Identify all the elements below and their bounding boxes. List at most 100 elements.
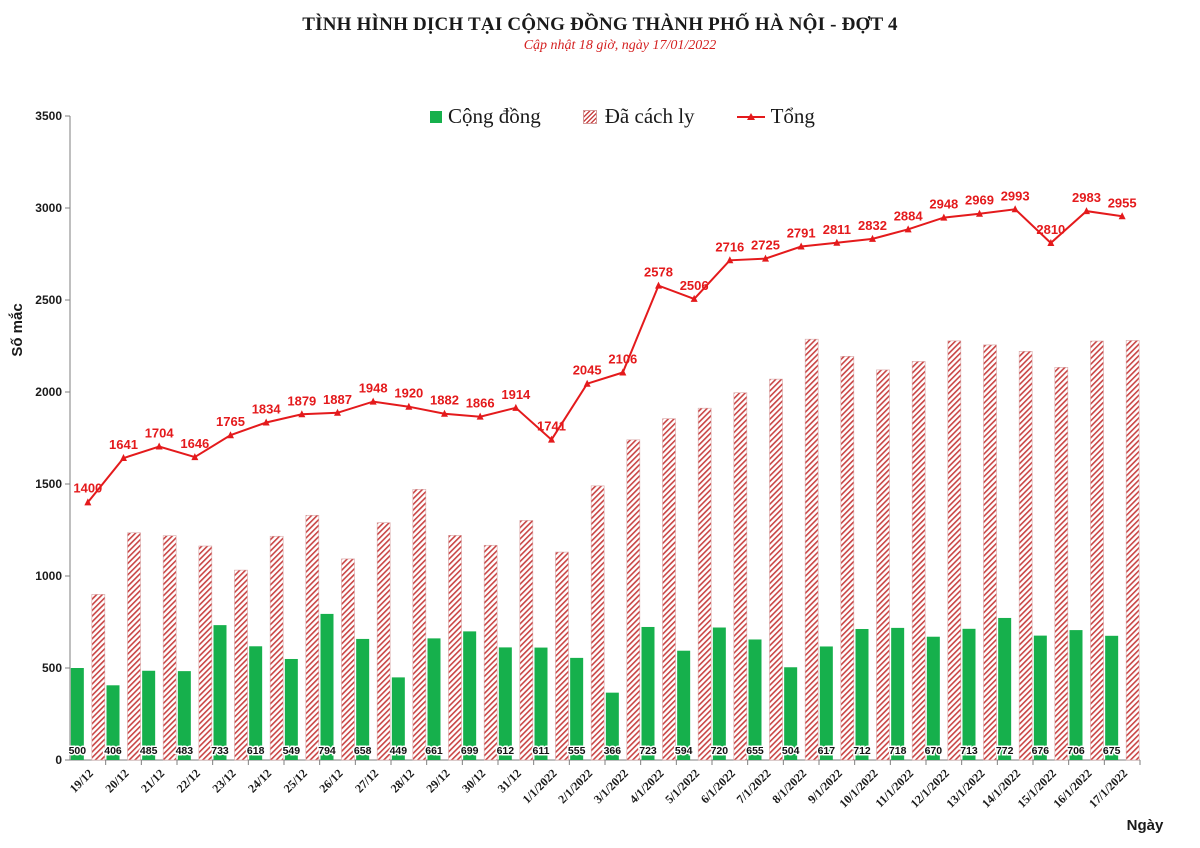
data-label-cong-dong: 612 xyxy=(497,745,515,757)
bar-da-cach-ly xyxy=(662,418,676,761)
data-label-tong: 2832 xyxy=(858,218,887,233)
data-label-cong-dong: 485 xyxy=(140,745,158,757)
bar-da-cach-ly xyxy=(234,569,248,761)
bar-da-cach-ly xyxy=(697,407,712,761)
bar-da-cach-ly xyxy=(91,594,106,761)
data-label-cong-dong: 713 xyxy=(960,745,978,757)
marker-tong xyxy=(369,397,377,405)
marker-tong xyxy=(797,242,805,250)
bar-cong-dong xyxy=(1069,630,1083,760)
marker-tong xyxy=(655,281,662,289)
line-group xyxy=(84,205,1126,506)
marker-tong xyxy=(405,402,413,410)
marker-tong xyxy=(726,256,734,264)
data-label-tong: 2506 xyxy=(680,278,709,293)
bar-cong-dong xyxy=(570,657,584,760)
bar-da-cach-ly xyxy=(1125,340,1140,761)
bar-da-cach-ly xyxy=(983,344,997,761)
data-label-cong-dong: 504 xyxy=(782,745,800,757)
marker-tong xyxy=(1083,207,1090,215)
legend-swatch-line xyxy=(736,111,765,123)
bar-da-cach-ly xyxy=(448,535,462,761)
data-label-cong-dong: 661 xyxy=(425,745,443,757)
x-tick-label: 5/1/2022 xyxy=(662,766,702,806)
x-tick-label: 31/12 xyxy=(495,766,524,795)
legend-item-cong-dong: Cộng đồng xyxy=(430,104,541,129)
x-tick-label: 17/1/2022 xyxy=(1086,766,1130,810)
data-label-tong: 1704 xyxy=(145,425,175,440)
y-tick-label: 3000 xyxy=(35,201,62,215)
data-label-cong-dong: 772 xyxy=(996,745,1014,757)
data-label-tong: 2993 xyxy=(1001,188,1030,203)
bar-da-cach-ly xyxy=(911,361,926,761)
bar-da-cach-ly xyxy=(840,356,855,761)
data-label-cong-dong: 712 xyxy=(853,745,871,757)
bar-da-cach-ly xyxy=(198,545,213,761)
legend-label-tong: Tổng xyxy=(770,104,815,128)
bar-cong-dong xyxy=(142,670,156,760)
bar-da-cach-ly xyxy=(947,340,962,761)
bar-da-cach-ly xyxy=(804,338,819,761)
x-tick-label: 28/12 xyxy=(388,766,417,795)
data-label-tong: 2811 xyxy=(823,222,851,237)
data-label-cong-dong: 675 xyxy=(1103,745,1121,757)
bar-da-cach-ly xyxy=(483,544,498,761)
y-axis-title: Số mắc xyxy=(8,303,26,356)
data-label-cong-dong: 594 xyxy=(675,745,693,757)
marker-tong xyxy=(583,379,591,387)
data-label-tong: 2969 xyxy=(965,193,994,208)
legend-swatch-green xyxy=(430,110,442,123)
bar-cong-dong xyxy=(463,631,477,760)
legend-label-da-cach-ly: Đã cách ly xyxy=(604,104,695,128)
data-label-cong-dong: 366 xyxy=(604,745,622,757)
x-tick-label: 30/12 xyxy=(459,766,488,795)
marker-tong xyxy=(298,410,306,418)
marker-tong xyxy=(155,442,163,450)
bar-cong-dong xyxy=(855,628,869,760)
x-tick-label: 2/1/2022 xyxy=(555,766,595,806)
bar-cong-dong xyxy=(891,627,905,760)
bar-da-cach-ly xyxy=(269,535,284,761)
y-tick-label: 1000 xyxy=(35,569,62,583)
data-label-cong-dong: 733 xyxy=(211,745,229,757)
line-tong xyxy=(87,208,1123,504)
marker-tong xyxy=(84,498,92,506)
bar-cong-dong xyxy=(498,647,512,760)
x-tick-label: 4/1/2022 xyxy=(627,766,667,806)
marker-tong xyxy=(976,209,983,217)
data-label-cong-dong: 670 xyxy=(925,745,943,757)
x-tick-label: 29/12 xyxy=(423,766,452,795)
data-label-tong: 2716 xyxy=(715,239,744,254)
data-label-cong-dong: 676 xyxy=(1032,745,1050,757)
bar-cong-dong xyxy=(998,617,1012,760)
data-label-tong: 1866 xyxy=(466,396,495,411)
bar-da-cach-ly xyxy=(733,392,748,761)
bar-cong-dong xyxy=(819,646,833,760)
x-tick-label: 6/1/2022 xyxy=(698,766,738,806)
marker-tong xyxy=(1011,205,1019,213)
y-tick-label: 0 xyxy=(55,753,62,767)
bar-cong-dong xyxy=(926,636,940,760)
legend-label-cong-dong: Cộng đồng xyxy=(448,104,541,128)
bar-cong-dong xyxy=(320,613,334,760)
labels-group: 500 406 485 483 733 618 549 794 658 449 661 699 612 6… xyxy=(67,188,1137,758)
bar-cong-dong xyxy=(391,677,405,760)
data-label-tong: 1765 xyxy=(216,414,245,429)
data-label-cong-dong: 655 xyxy=(746,745,764,757)
legend-item-tong: Tổng xyxy=(736,104,815,129)
bar-cong-dong xyxy=(748,639,762,760)
data-label-cong-dong: 658 xyxy=(354,745,372,757)
chart-title: TÌNH HÌNH DỊCH TẠI CỘNG ĐỒNG THÀNH PHỐ H… xyxy=(302,14,898,35)
bar-cong-dong xyxy=(284,658,298,760)
marker-tong xyxy=(512,403,520,411)
data-label-tong: 2106 xyxy=(608,351,637,366)
bar-cong-dong xyxy=(213,625,227,760)
bar-cong-dong xyxy=(1033,635,1047,760)
data-label-cong-dong: 555 xyxy=(568,745,586,757)
bar-da-cach-ly xyxy=(555,551,569,761)
chart-legend: Cộng đồng Đã cách ly Tổng xyxy=(430,104,857,129)
x-tick-label: 25/12 xyxy=(281,766,310,795)
data-label-cong-dong: 500 xyxy=(69,745,87,757)
bar-da-cach-ly xyxy=(1054,367,1069,761)
data-label-tong: 1641 xyxy=(109,437,138,452)
